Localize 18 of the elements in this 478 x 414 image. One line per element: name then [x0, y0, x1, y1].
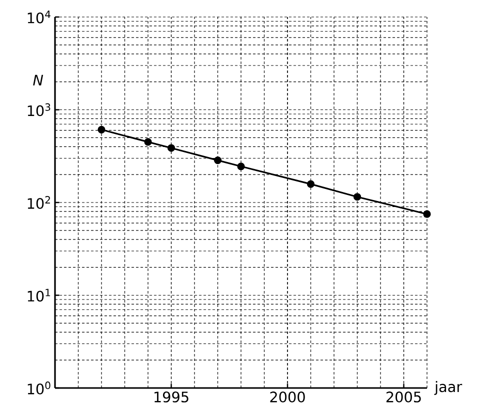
point [214, 156, 222, 164]
point [98, 126, 106, 134]
y-axis-title: N [33, 74, 44, 86]
point [144, 138, 152, 146]
y-tick-label: 10$^{4}$ [28, 10, 50, 24]
point [423, 210, 431, 218]
x-tick-label: 2005 [386, 392, 421, 402]
y-tick-label: 10$^{0}$ [28, 382, 50, 394]
x-tick-label: 1995 [154, 392, 188, 402]
y-tick-label: 10$^{1}$ [28, 288, 50, 302]
point [353, 193, 362, 201]
point [167, 144, 176, 152]
point [237, 162, 245, 170]
point [306, 180, 315, 188]
x-axis-title: jaar [434, 381, 462, 395]
y-tick-label: 10$^{3}$ [28, 103, 50, 116]
y-tick-label: 10$^{2}$ [28, 196, 50, 209]
x-tick-label: 2000 [270, 392, 305, 402]
